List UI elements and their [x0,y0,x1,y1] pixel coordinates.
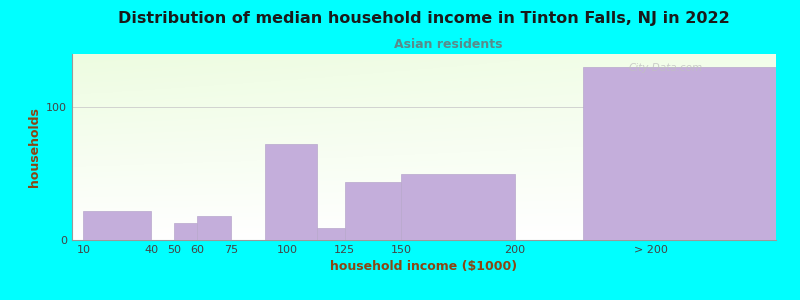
Bar [402,174,515,240]
Bar [83,211,151,240]
Bar [345,182,402,240]
Bar [583,67,776,240]
Text: Asian residents: Asian residents [394,38,502,50]
Bar [265,144,318,240]
Bar [318,228,345,240]
X-axis label: household income ($1000): household income ($1000) [330,260,518,273]
Title: Distribution of median household income in Tinton Falls, NJ in 2022: Distribution of median household income … [118,11,730,26]
Text: City-Data.com: City-Data.com [628,63,702,73]
Y-axis label: households: households [27,107,41,187]
Bar [174,223,197,240]
Bar [197,216,231,240]
